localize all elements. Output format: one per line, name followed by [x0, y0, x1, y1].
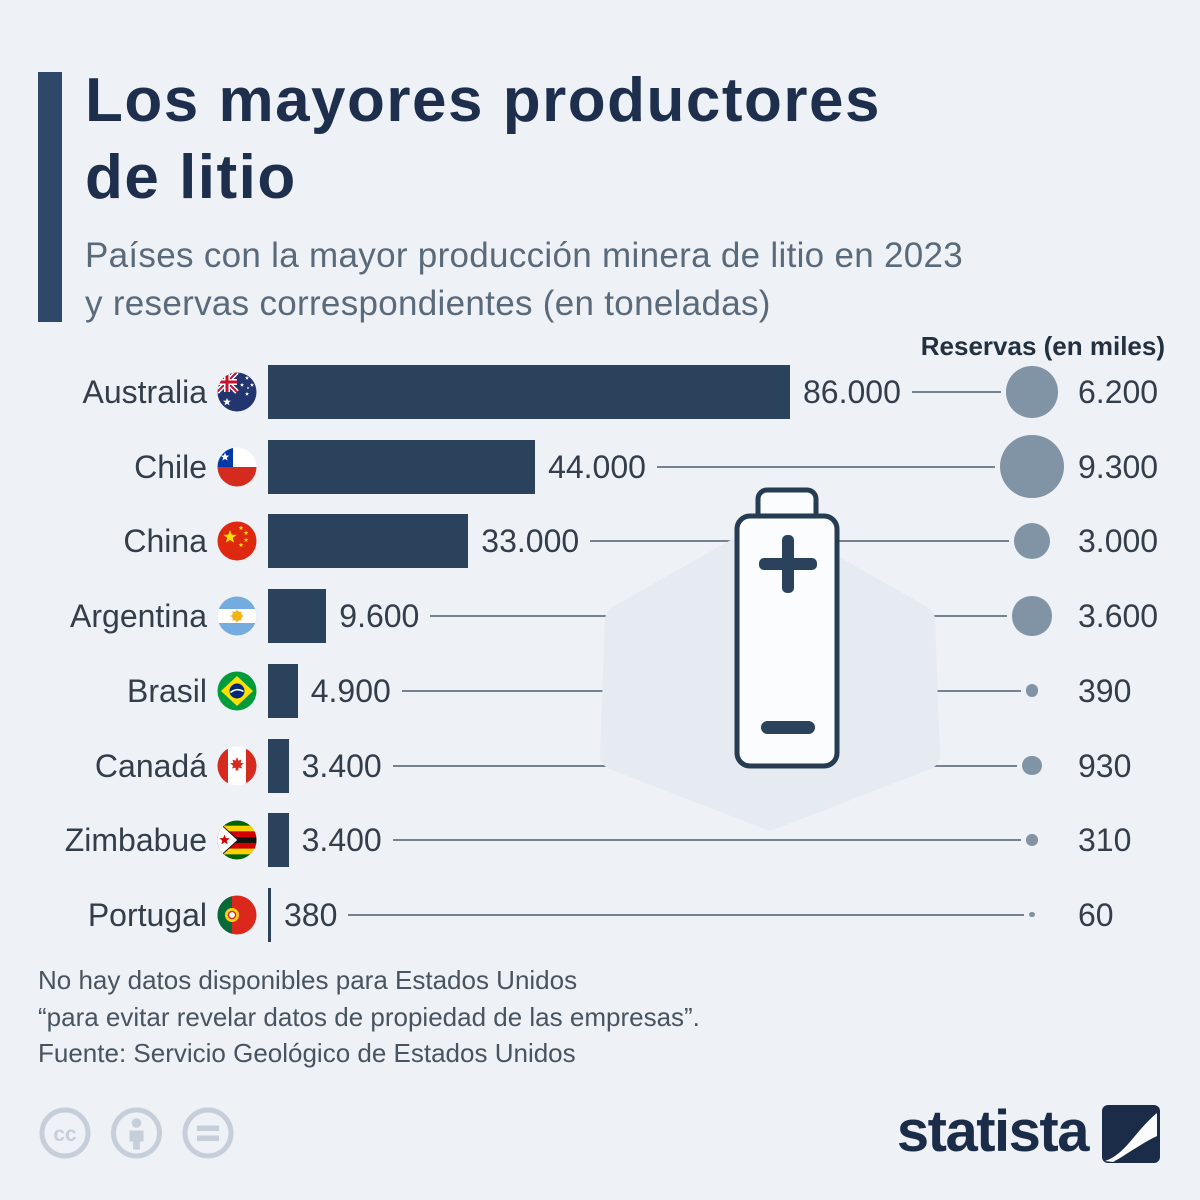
production-value: 44.000 [548, 448, 646, 485]
connector-line [392, 839, 1022, 842]
chile-flag-icon [217, 447, 257, 487]
connector-line [912, 391, 1002, 393]
reserves-value: 6.200 [1078, 374, 1159, 410]
reserves-bubble [1025, 684, 1039, 698]
reserves-bubble [1006, 366, 1058, 418]
production-value: 3.400 [301, 747, 382, 784]
connector-line [657, 465, 996, 468]
title-line2: de litio [85, 143, 297, 212]
subtitle-line2: y reservas correspondientes (en tonelada… [85, 284, 771, 323]
production-bar [268, 887, 271, 942]
reserves-value: 390 [1078, 672, 1132, 709]
reserves-bubble [1029, 912, 1035, 918]
brasil-flag-icon [217, 671, 257, 711]
production-value: 3.400 [301, 822, 382, 859]
title-line1: Los mayores productores [85, 66, 881, 135]
china-flag-icon [217, 521, 257, 561]
canada-flag-icon [217, 746, 257, 786]
reserves-value: 310 [1078, 822, 1132, 859]
connector-line [348, 913, 1025, 916]
portugal-flag-icon [217, 895, 257, 935]
production-value: 380 [284, 896, 338, 933]
reserves-column-header: Reservas (en miles) [920, 331, 1165, 361]
production-bar [268, 663, 298, 718]
attribution-icon [111, 1107, 162, 1159]
statista-logo-mark [1102, 1105, 1160, 1163]
footnote-line2: “para evitar revelar datos de propiedad … [38, 1002, 700, 1032]
australia-flag-icon [217, 372, 257, 412]
country-label: Zimbabue [64, 822, 207, 859]
production-value: 4.900 [310, 672, 391, 709]
production-bar [268, 439, 536, 494]
statista-logo-text: statista [896, 1099, 1090, 1164]
page-title: Los mayores productores de litio [85, 62, 881, 216]
production-bar [268, 589, 327, 644]
country-label: China [123, 523, 207, 560]
page-subtitle: Países con la mayor producción minera de… [85, 232, 963, 328]
source-note: Fuente: Servicio Geológico de Estados Un… [38, 1038, 576, 1068]
country-label: Portugal [87, 896, 207, 933]
country-label: Chile [134, 448, 207, 485]
reserves-value: 9.300 [1078, 448, 1159, 485]
reserves-bubble [1026, 834, 1038, 846]
equals-icon [182, 1107, 234, 1159]
production-bar [268, 514, 469, 569]
country-label: Australia [82, 374, 208, 410]
country-label: Argentina [70, 598, 207, 635]
creative-commons-badges: cc [39, 1107, 234, 1159]
country-label: Brasil [126, 672, 207, 709]
production-bar [268, 813, 289, 868]
production-value: 86.000 [803, 374, 901, 410]
footnote: No hay datos disponibles para Estados Un… [38, 962, 700, 1036]
battery-icon [734, 487, 840, 769]
reserves-value: 60 [1078, 896, 1114, 933]
argentina-flag-icon [217, 596, 257, 636]
country-label: Canadá [94, 747, 207, 784]
title-accent-bar [38, 72, 62, 322]
zimbabue-flag-icon [217, 820, 257, 860]
production-bar [268, 365, 790, 419]
production-value: 33.000 [481, 523, 580, 560]
reserves-bubble [1014, 523, 1050, 560]
footnote-line1: No hay datos disponibles para Estados Un… [38, 965, 578, 995]
reserves-value: 3.600 [1078, 598, 1159, 635]
reserves-value: 930 [1078, 747, 1132, 784]
reserves-bubble [1022, 755, 1042, 776]
cc-icon: cc [39, 1107, 91, 1159]
subtitle-line1: Países con la mayor producción minera de… [85, 236, 964, 275]
reserves-value: 3.000 [1078, 523, 1159, 560]
production-value: 9.600 [339, 598, 420, 635]
production-bar [268, 738, 289, 793]
reserves-bubble [1000, 435, 1064, 499]
svg-text:cc: cc [53, 1123, 77, 1146]
reserves-bubble [1012, 596, 1052, 636]
